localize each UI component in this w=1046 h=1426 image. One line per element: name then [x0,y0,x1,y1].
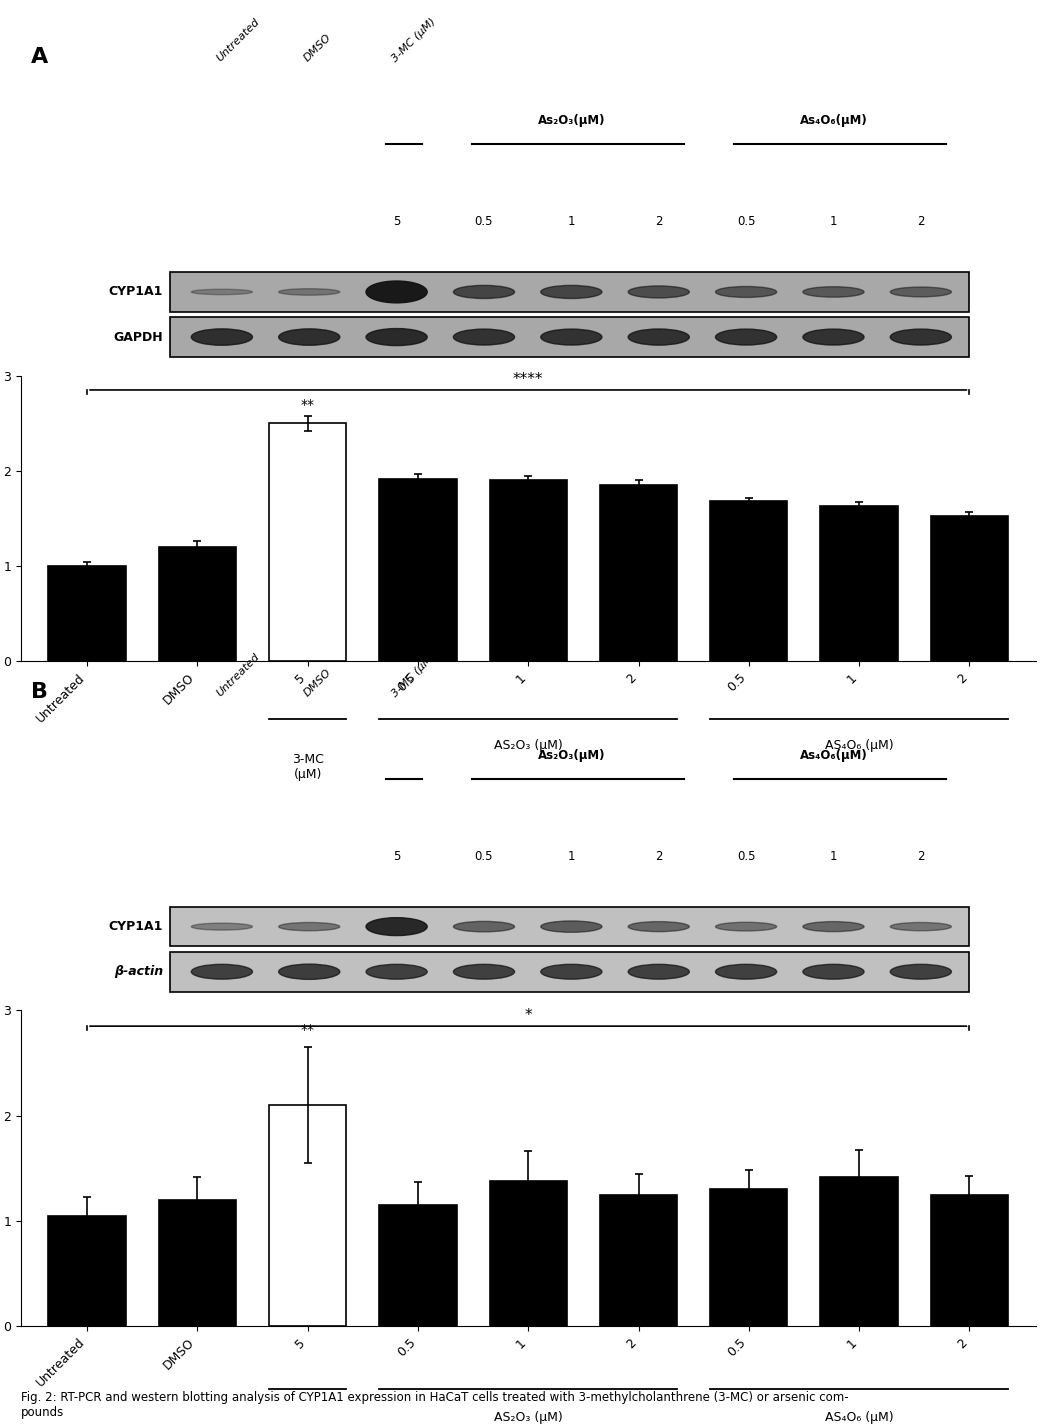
Ellipse shape [715,287,777,298]
Text: As₂O₃(μM): As₂O₃(μM) [538,749,605,761]
Ellipse shape [541,964,601,980]
Bar [159,548,236,662]
Ellipse shape [453,329,515,345]
Ellipse shape [890,964,952,980]
Ellipse shape [541,285,601,298]
Text: *: * [524,1008,532,1022]
Ellipse shape [453,285,515,298]
Bar [710,1189,788,1326]
Bar [48,1215,126,1326]
Text: Untreated: Untreated [214,652,262,699]
Ellipse shape [803,921,864,931]
Ellipse shape [803,329,864,345]
Ellipse shape [278,288,340,295]
Ellipse shape [890,923,952,931]
Ellipse shape [629,921,689,931]
Text: 0.5: 0.5 [736,850,755,863]
Text: 0.5: 0.5 [475,215,494,228]
Text: 1: 1 [829,850,837,863]
Ellipse shape [366,964,427,980]
Text: As₄O₆(μM): As₄O₆(μM) [799,749,867,761]
Ellipse shape [890,329,952,345]
Text: AS₄O₆ (μM): AS₄O₆ (μM) [825,1412,893,1425]
Text: 1: 1 [568,215,575,228]
Text: AS₄O₆ (μM): AS₄O₆ (μM) [825,739,893,752]
Ellipse shape [366,918,427,935]
Text: AS₂O₃ (μM): AS₂O₃ (μM) [494,1412,563,1425]
Ellipse shape [803,287,864,297]
Text: 1: 1 [829,215,837,228]
Bar [820,506,897,662]
Text: 5: 5 [393,850,401,863]
Bar [820,1176,897,1326]
Text: 1: 1 [568,850,575,863]
Ellipse shape [629,964,689,980]
Bar [931,516,1008,662]
Bar [380,479,456,662]
Text: CYP1A1: CYP1A1 [109,285,163,298]
Text: 0.5: 0.5 [736,215,755,228]
Bar [48,566,126,662]
Text: Untreated: Untreated [214,17,262,64]
Text: 2: 2 [917,215,925,228]
Text: DMSO: DMSO [302,33,334,64]
Bar [710,502,788,662]
Ellipse shape [191,329,252,345]
Ellipse shape [715,329,777,345]
Text: AS₂O₃ (μM): AS₂O₃ (μM) [494,739,563,752]
Text: **: ** [300,1022,315,1037]
Text: GAPDH: GAPDH [113,331,163,344]
Ellipse shape [191,923,252,930]
Text: 0.5: 0.5 [475,850,494,863]
Ellipse shape [629,287,689,298]
Text: B: B [31,682,48,702]
Bar [490,1181,567,1326]
Bar [170,272,969,312]
Bar [269,424,346,662]
Ellipse shape [191,964,252,980]
Text: 5: 5 [393,215,401,228]
Text: 2: 2 [917,850,925,863]
Bar [600,1195,677,1326]
Ellipse shape [453,964,515,980]
Ellipse shape [278,964,340,980]
Bar [159,1199,236,1326]
Ellipse shape [541,329,601,345]
Bar [600,485,677,662]
Text: A: A [31,47,48,67]
Text: 3-MC
(μM): 3-MC (μM) [292,753,323,781]
Text: As₄O₆(μM): As₄O₆(μM) [799,114,867,127]
Text: CYP1A1: CYP1A1 [109,920,163,933]
Text: **: ** [300,398,315,412]
Text: 3-MC (μM): 3-MC (μM) [389,16,437,64]
Ellipse shape [278,329,340,345]
Ellipse shape [803,964,864,980]
Text: β-actin: β-actin [114,965,163,978]
Ellipse shape [366,281,427,302]
Text: ****: **** [513,372,544,386]
Ellipse shape [541,921,601,933]
Ellipse shape [629,329,689,345]
Text: Fig. 2: RT-PCR and western blotting analysis of CYP1A1 expression in HaCaT cells: Fig. 2: RT-PCR and western blotting anal… [21,1390,848,1419]
Text: DMSO: DMSO [302,667,334,699]
Ellipse shape [890,287,952,297]
Ellipse shape [191,289,252,295]
Bar [380,1205,456,1326]
Text: 2: 2 [655,850,662,863]
Ellipse shape [278,923,340,931]
Text: 2: 2 [655,215,662,228]
Bar [931,1195,1008,1326]
Ellipse shape [715,964,777,980]
Bar [170,907,969,947]
Bar [170,953,969,991]
Bar [269,1105,346,1326]
Ellipse shape [453,921,515,931]
Text: As₂O₃(μM): As₂O₃(μM) [538,114,605,127]
Ellipse shape [715,923,777,931]
Bar [170,317,969,356]
Ellipse shape [366,328,427,345]
Text: 3-MC (μM): 3-MC (μM) [389,650,437,699]
Bar [490,481,567,662]
